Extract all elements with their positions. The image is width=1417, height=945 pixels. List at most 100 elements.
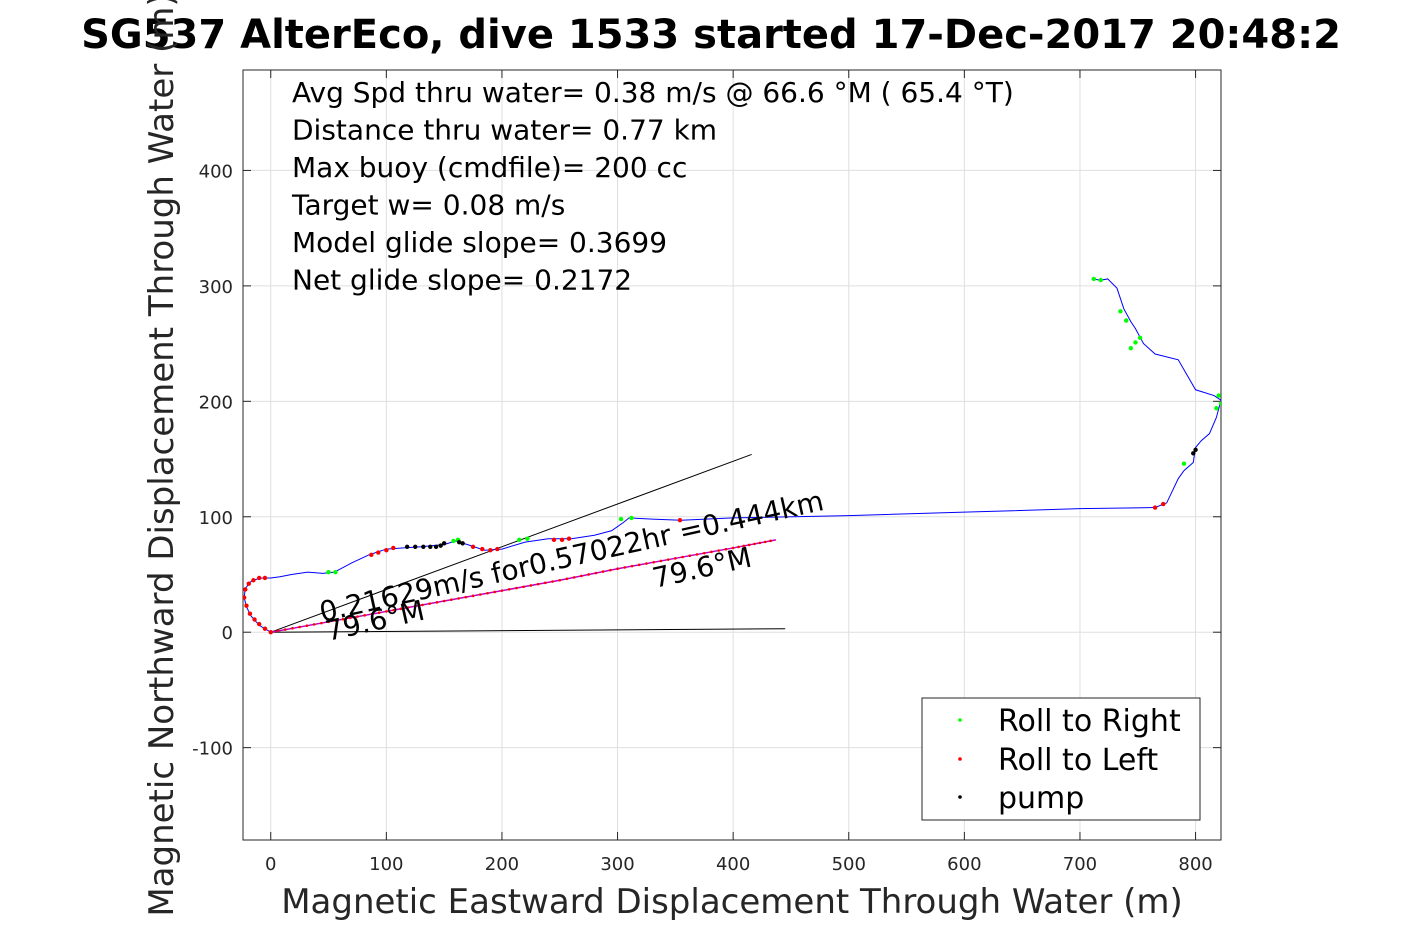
roll-left-point	[369, 552, 374, 558]
net-path-point	[522, 585, 525, 589]
net-path-point	[370, 612, 374, 616]
net-path-point	[283, 628, 287, 631]
roll-left-point	[243, 587, 248, 592]
roll-right-point	[326, 569, 331, 575]
net-path-point	[464, 595, 468, 599]
net-path-point	[428, 602, 431, 605]
x-tick-label: 300	[600, 854, 634, 875]
roll-left-point	[247, 611, 253, 616]
net-path-point	[377, 611, 381, 615]
x-tick-label: 800	[1178, 854, 1212, 875]
net-path-point	[666, 558, 670, 561]
net-path-point	[457, 597, 460, 600]
net-path-point	[413, 604, 417, 608]
net-path-point	[544, 581, 547, 585]
roll-left-point	[262, 626, 268, 631]
net-path-point	[742, 544, 746, 548]
net-path-point	[291, 627, 294, 630]
net-path-point	[348, 616, 352, 620]
roll-right-point	[1214, 406, 1219, 411]
reference-lines	[270, 453, 786, 633]
net-path-point	[737, 545, 740, 549]
net-path-point	[710, 550, 713, 554]
x-tick-label: 500	[832, 854, 866, 875]
annotation-block: Avg Spd thru water= 0.38 m/s @ 66.6 °M (…	[291, 76, 1014, 297]
net-path-point	[645, 562, 648, 565]
track-line	[243, 278, 1221, 633]
roll-left-point	[470, 544, 476, 549]
net-path-point	[486, 591, 489, 595]
y-axis-label: Magnetic Northward Displacement Through …	[142, 0, 182, 917]
net-path-point	[717, 549, 721, 552]
net-path-point	[500, 589, 504, 592]
legend-pump-marker	[958, 795, 962, 799]
plot-area	[243, 276, 1221, 635]
net-path-point	[580, 574, 583, 578]
pump-point	[1193, 447, 1198, 453]
roll-right-point	[1098, 277, 1103, 283]
net-path-point	[298, 625, 301, 629]
net-path-point	[587, 573, 590, 576]
y-tick-label: 0	[222, 623, 233, 644]
y-tick-label: 400	[199, 161, 233, 182]
roll-left-point	[384, 548, 389, 553]
net-path-point	[623, 566, 627, 569]
net-path-point	[630, 564, 634, 568]
annotation-line: Max buoy (cmdfile)= 200 cc	[292, 151, 687, 184]
pump-point	[404, 544, 410, 549]
net-path-point	[769, 539, 772, 543]
annotation-line: Distance thru water= 0.77 km	[292, 114, 717, 147]
net-path-point	[493, 590, 497, 594]
net-path-point	[731, 546, 735, 550]
net-path-point	[305, 624, 309, 628]
roll-right-point	[525, 536, 530, 541]
net-path-point	[688, 554, 692, 558]
x-tick-label: 400	[716, 854, 750, 875]
x-tick-label: 0	[265, 854, 276, 875]
net-path-point	[637, 563, 641, 567]
roll-right-point	[1216, 393, 1221, 398]
net-path-point	[392, 608, 395, 612]
x-tick-label: 100	[369, 854, 403, 875]
y-tick-label: 200	[199, 392, 233, 413]
roll-left-point	[376, 550, 381, 555]
net-path-point	[551, 580, 554, 583]
roll-right-point	[1128, 346, 1134, 351]
net-path-point	[507, 588, 511, 591]
net-path-point	[763, 540, 767, 544]
net-path-point	[341, 617, 345, 621]
reference-line	[270, 628, 786, 633]
y-tick-label: -100	[192, 739, 233, 760]
net-path	[269, 539, 777, 634]
pump-point	[421, 544, 426, 549]
net-path-point	[758, 541, 762, 545]
net-path-point	[399, 607, 403, 611]
net-path-point	[695, 553, 699, 556]
roll-left-point	[256, 575, 262, 581]
net-path-point	[334, 619, 338, 622]
net-path-point	[753, 542, 756, 546]
roll-left-point	[251, 578, 256, 583]
net-path-point	[276, 629, 280, 633]
net-path-point	[616, 567, 619, 571]
pump-point	[428, 544, 433, 549]
net-path-point	[406, 606, 410, 609]
net-path-point	[320, 621, 323, 625]
pump-point	[1191, 451, 1196, 456]
roll-left-point	[480, 546, 485, 552]
annotation-line: Net glide slope= 0.2172	[292, 264, 632, 297]
net-path-point	[565, 577, 569, 581]
net-path-point	[312, 623, 316, 626]
pump-point	[456, 539, 462, 545]
legend-pump-label: pump	[998, 781, 1084, 816]
net-path-point	[652, 560, 655, 564]
roll-right-point	[618, 516, 624, 522]
roll-right-point	[629, 515, 634, 521]
x-tick-label: 700	[1063, 854, 1097, 875]
net-path-point	[601, 570, 605, 573]
x-tick-label: 200	[485, 854, 519, 875]
net-path-point	[421, 603, 424, 607]
roll-left-point	[252, 617, 257, 622]
roll-left-point	[1160, 501, 1166, 507]
